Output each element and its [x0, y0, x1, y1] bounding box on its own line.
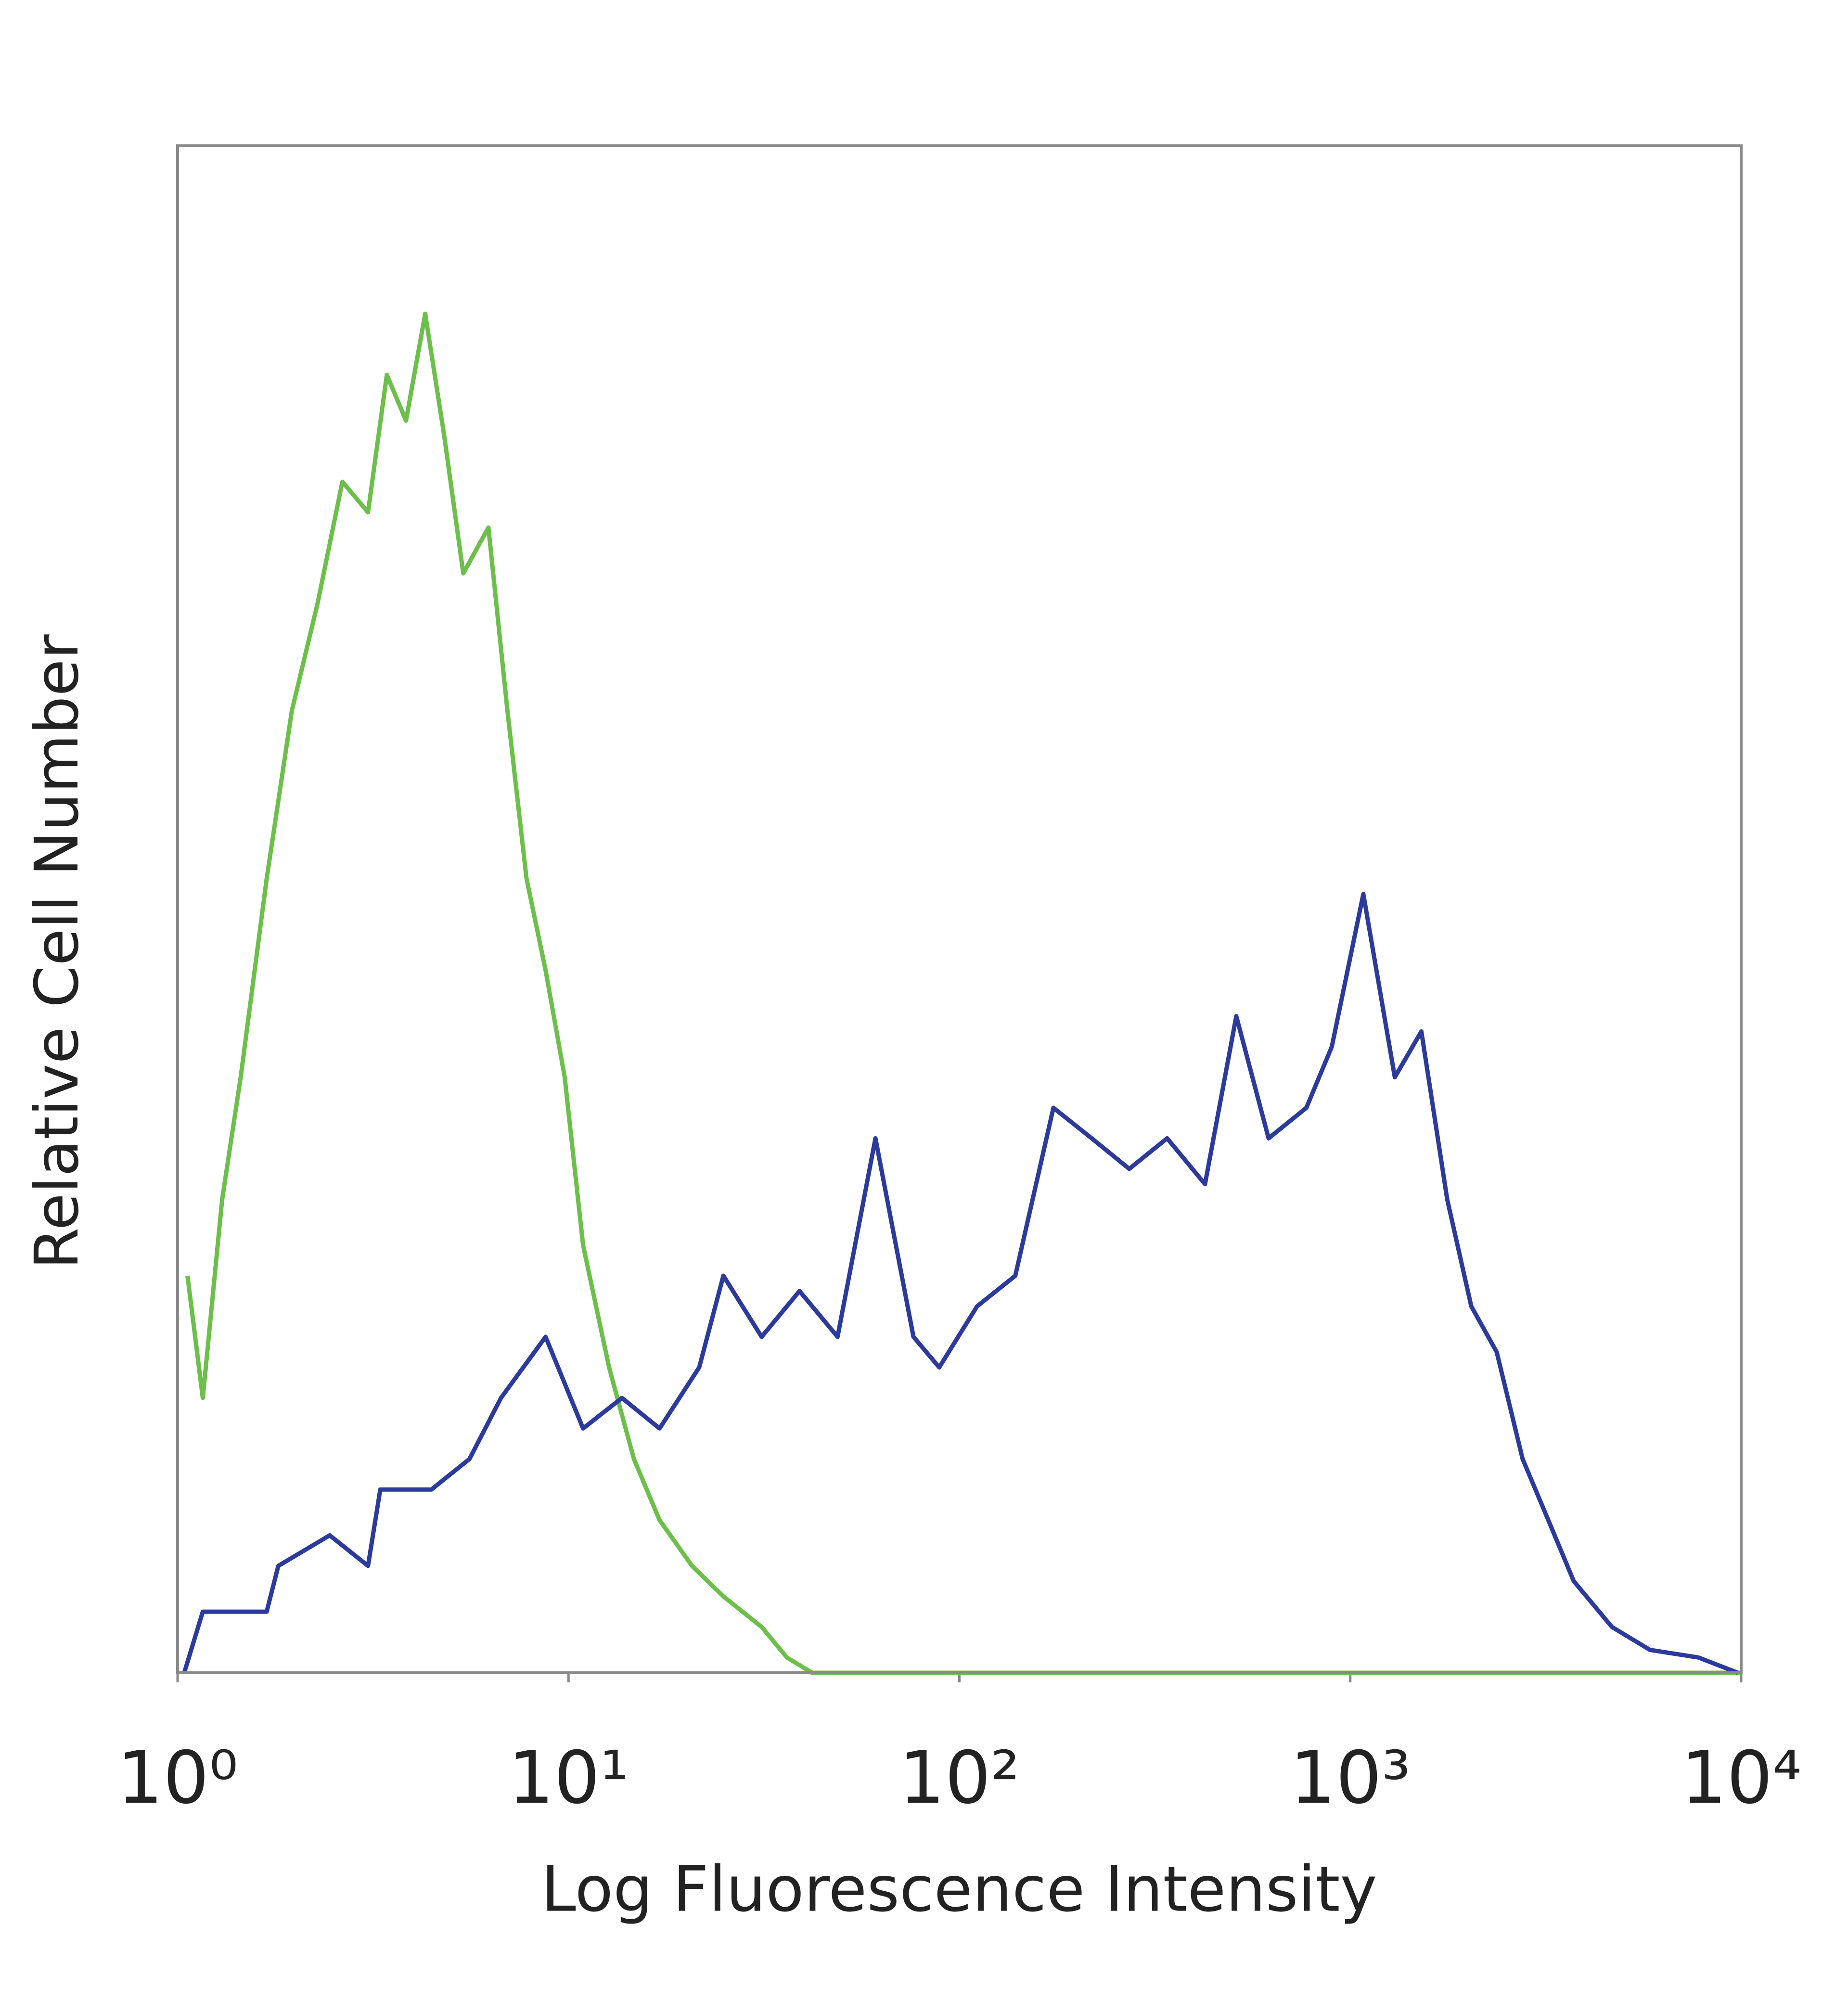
- x-tick-label: 10¹: [508, 1736, 629, 1820]
- x-tick-label: 10²: [899, 1736, 1020, 1820]
- x-tick-label: 10³: [1290, 1736, 1411, 1820]
- histogram-line: [185, 311, 1741, 1675]
- y-axis-label: Relative Cell Number: [22, 634, 92, 1269]
- histogram-line: [182, 892, 1739, 1675]
- x-axis-label: Log Fluorescence Intensity: [541, 1853, 1377, 1926]
- x-tick-label: 10⁰: [117, 1736, 238, 1820]
- x-tick-label: 10⁴: [1681, 1736, 1801, 1820]
- plot-frame: [176, 144, 1743, 1674]
